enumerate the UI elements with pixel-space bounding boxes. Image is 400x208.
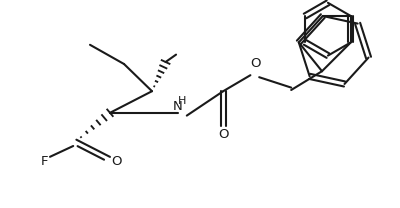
Text: H: H <box>178 96 186 106</box>
Text: O: O <box>250 57 260 70</box>
Text: O: O <box>112 155 122 168</box>
Text: O: O <box>218 128 228 141</box>
Text: F: F <box>40 155 48 168</box>
Text: N: N <box>173 99 182 113</box>
